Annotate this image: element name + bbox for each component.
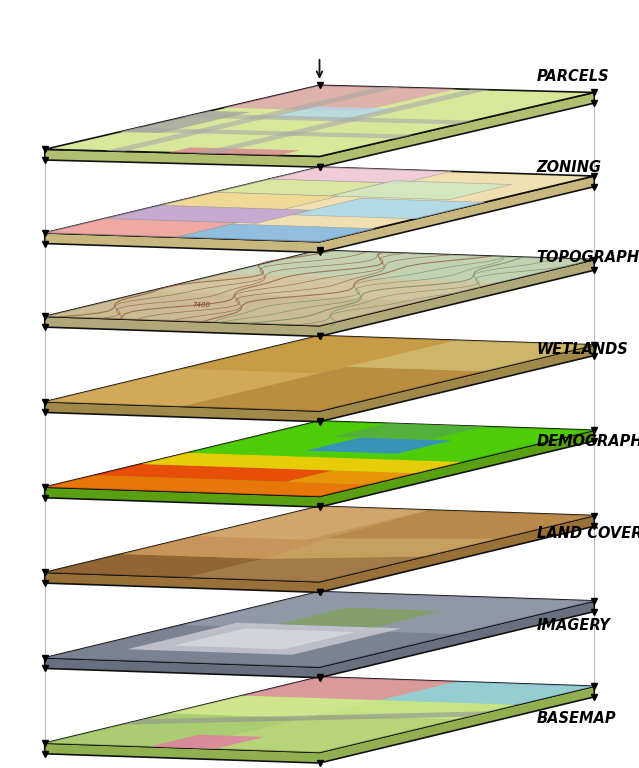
Polygon shape xyxy=(188,421,594,462)
Polygon shape xyxy=(149,735,265,749)
Polygon shape xyxy=(196,506,429,540)
Polygon shape xyxy=(45,687,594,763)
Text: ZONING: ZONING xyxy=(537,160,602,174)
Polygon shape xyxy=(45,506,594,581)
Polygon shape xyxy=(169,696,380,718)
Polygon shape xyxy=(330,180,512,200)
Polygon shape xyxy=(174,628,355,649)
Polygon shape xyxy=(270,167,451,184)
Polygon shape xyxy=(347,340,594,372)
Polygon shape xyxy=(45,515,594,592)
Polygon shape xyxy=(45,430,594,507)
Text: BASEMAP: BASEMAP xyxy=(537,710,617,726)
Polygon shape xyxy=(380,682,594,705)
Polygon shape xyxy=(306,438,451,454)
Polygon shape xyxy=(169,147,300,155)
Polygon shape xyxy=(224,85,457,111)
Polygon shape xyxy=(182,715,457,753)
Polygon shape xyxy=(328,510,594,538)
Text: 7400: 7400 xyxy=(192,302,210,308)
Polygon shape xyxy=(45,167,594,242)
Polygon shape xyxy=(188,557,424,581)
Polygon shape xyxy=(119,111,250,133)
Polygon shape xyxy=(105,205,311,223)
Text: LAND COVER: LAND COVER xyxy=(537,526,639,541)
Polygon shape xyxy=(45,713,306,748)
Text: IMAGERY: IMAGERY xyxy=(537,618,611,634)
Polygon shape xyxy=(182,336,457,373)
Polygon shape xyxy=(105,87,399,151)
Polygon shape xyxy=(182,591,594,634)
Polygon shape xyxy=(121,127,413,138)
Polygon shape xyxy=(320,700,518,720)
Polygon shape xyxy=(149,273,498,300)
Text: TOPOGRAPHY: TOPOGRAPHY xyxy=(537,250,639,265)
Polygon shape xyxy=(265,538,498,559)
Polygon shape xyxy=(45,369,320,406)
Polygon shape xyxy=(334,423,484,440)
Polygon shape xyxy=(45,475,369,496)
Polygon shape xyxy=(176,224,374,242)
Polygon shape xyxy=(182,114,473,124)
Polygon shape xyxy=(182,367,484,411)
Polygon shape xyxy=(279,607,443,627)
Polygon shape xyxy=(196,89,490,154)
Polygon shape xyxy=(45,624,457,667)
Polygon shape xyxy=(141,452,463,473)
Polygon shape xyxy=(121,536,328,559)
Polygon shape xyxy=(45,250,594,326)
Text: WETLANDS: WETLANDS xyxy=(537,342,629,357)
Text: DEMOGRAPHICS: DEMOGRAPHICS xyxy=(537,434,639,449)
Polygon shape xyxy=(45,601,594,677)
Polygon shape xyxy=(45,336,594,411)
Polygon shape xyxy=(45,92,594,167)
Polygon shape xyxy=(265,107,396,120)
Polygon shape xyxy=(215,179,385,196)
Polygon shape xyxy=(243,677,457,700)
Polygon shape xyxy=(45,218,237,237)
Polygon shape xyxy=(45,554,265,578)
Polygon shape xyxy=(45,591,594,667)
Polygon shape xyxy=(45,345,594,422)
Polygon shape xyxy=(45,260,594,336)
Text: PARCELS: PARCELS xyxy=(537,69,610,84)
Polygon shape xyxy=(45,677,594,753)
Polygon shape xyxy=(45,176,594,253)
Polygon shape xyxy=(127,623,402,655)
Polygon shape xyxy=(45,421,594,496)
Polygon shape xyxy=(45,291,424,326)
Polygon shape xyxy=(94,464,333,482)
Polygon shape xyxy=(292,198,484,219)
Polygon shape xyxy=(224,250,594,283)
Polygon shape xyxy=(121,711,490,724)
Polygon shape xyxy=(286,471,415,485)
Polygon shape xyxy=(160,192,339,209)
Polygon shape xyxy=(45,85,594,157)
